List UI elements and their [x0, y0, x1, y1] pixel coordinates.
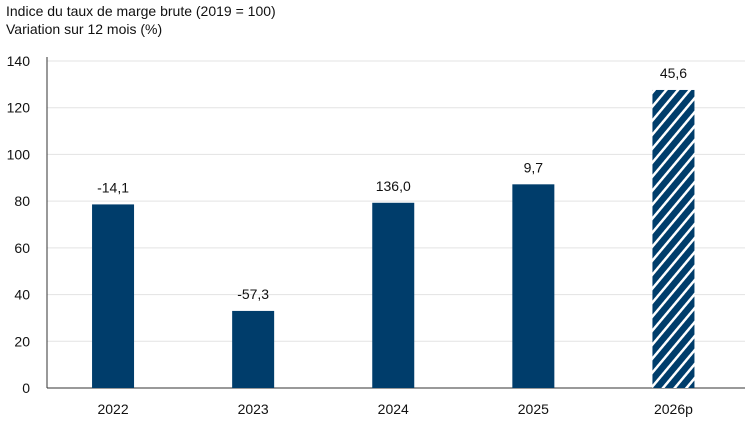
bar-2024: [372, 202, 415, 388]
bar-2022: [92, 204, 135, 388]
y-tick-label: 40: [14, 287, 30, 303]
y-tick-label: 60: [14, 240, 30, 256]
data-label: 45,6: [660, 65, 687, 81]
chart-title: Indice du taux de marge brute (2019 = 10…: [6, 3, 276, 19]
x-tick-label: 2025: [518, 401, 549, 417]
x-tick-label: 2026p: [654, 401, 693, 417]
y-tick-label: 20: [14, 333, 30, 349]
chart-subtitle: Variation sur 12 mois (%): [6, 21, 163, 37]
data-label: 9,7: [524, 159, 544, 175]
x-tick-label: 2024: [378, 401, 409, 417]
x-tick-label: 2023: [238, 401, 269, 417]
data-label: 136,0: [376, 178, 411, 194]
y-tick-label: 100: [7, 146, 31, 162]
y-tick-label: 120: [7, 100, 31, 116]
y-tick-label: 140: [7, 53, 31, 69]
data-label: -57,3: [237, 286, 269, 302]
bar-2023: [232, 310, 275, 388]
y-tick-label: 80: [14, 193, 30, 209]
y-tick-label: 0: [22, 380, 30, 396]
bar-2025: [512, 184, 555, 388]
data-label: -14,1: [97, 179, 129, 195]
bar-2026p: [652, 89, 695, 388]
x-tick-label: 2022: [97, 401, 128, 417]
